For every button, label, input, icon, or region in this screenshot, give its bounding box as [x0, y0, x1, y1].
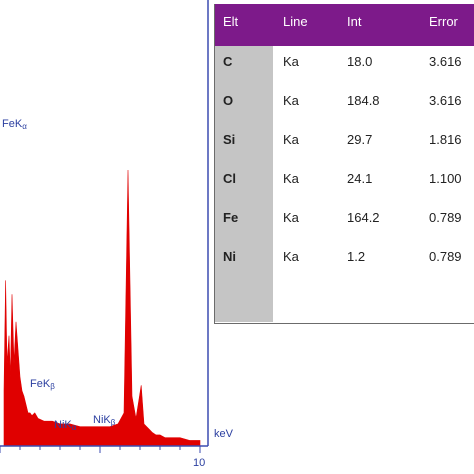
- cell-int: 24.1: [347, 171, 373, 186]
- header-elt: Elt: [223, 14, 239, 29]
- cell-error: 3.616: [429, 93, 462, 108]
- cell-error: 1.100: [429, 171, 462, 186]
- cell-line: Ka: [283, 171, 299, 186]
- element-column-background: [215, 46, 273, 322]
- x-tick-label-10: 10: [193, 457, 206, 469]
- cell-error: 3.616: [429, 54, 462, 69]
- cell-error: 0.789: [429, 249, 462, 264]
- cell-int: 29.7: [347, 132, 373, 147]
- cell-line: Ka: [283, 249, 299, 264]
- cell-int: 164.2: [347, 210, 380, 225]
- header-int: Int: [347, 14, 362, 29]
- spectrum-series: [3, 169, 201, 447]
- x-axis-ticks: [0, 446, 201, 453]
- cell-line: Ka: [283, 93, 299, 108]
- cell-elt: Cl: [223, 171, 236, 186]
- cell-line: Ka: [283, 132, 299, 147]
- cell-line: Ka: [283, 54, 299, 69]
- cell-error: 1.816: [429, 132, 462, 147]
- peak-label-ni-kb: NiKβ: [93, 414, 116, 427]
- cell-elt: Ni: [223, 249, 236, 264]
- cell-int: 184.8: [347, 93, 380, 108]
- cell-int: 18.0: [347, 54, 373, 69]
- x-axis-unit-label: keV: [214, 428, 233, 440]
- peak-label-fe-ka: FeKα: [2, 118, 27, 131]
- cell-elt: O: [223, 93, 234, 108]
- peak-label-fe-kb: FeKβ: [30, 378, 55, 391]
- peak-label-ni-ka: NiKα: [54, 419, 77, 432]
- cell-elt: Fe: [223, 210, 239, 225]
- header-error: Error: [429, 14, 458, 29]
- cell-elt: Si: [223, 132, 236, 147]
- table-header-row: Elt Line Int Error: [215, 4, 474, 46]
- header-line: Line: [283, 14, 308, 29]
- cell-line: Ka: [283, 210, 299, 225]
- element-results-table: Elt Line Int Error C Ka 18.0 3.616 O Ka …: [214, 4, 474, 324]
- cell-int: 1.2: [347, 249, 366, 264]
- cell-error: 0.789: [429, 210, 462, 225]
- cell-elt: C: [223, 54, 233, 69]
